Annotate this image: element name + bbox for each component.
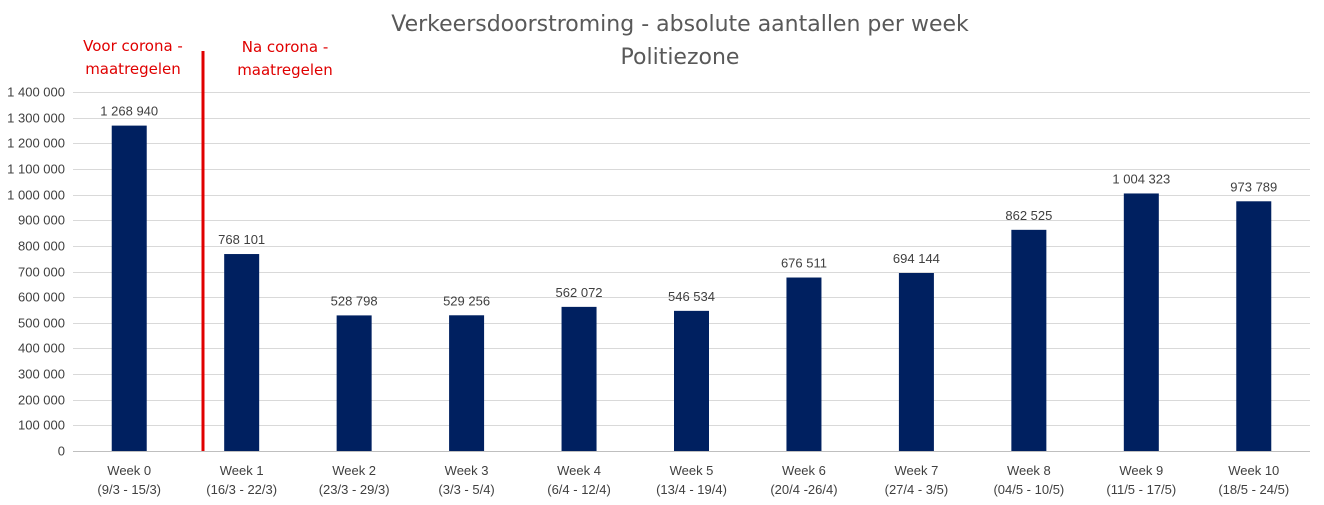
x-tick-label: Week 8: [1007, 463, 1051, 478]
y-tick-label: 0: [58, 444, 65, 459]
data-label: 528 798: [331, 293, 378, 308]
x-tick-label: Week 7: [894, 463, 938, 478]
chart-subtitle: Politiezone: [621, 45, 740, 70]
x-tick-date-label: (18/5 - 24/5): [1218, 482, 1289, 497]
y-tick-label: 800 000: [18, 239, 65, 254]
y-tick-label: 300 000: [18, 367, 65, 382]
bar: [111, 125, 147, 451]
bar: [224, 254, 260, 451]
y-tick-label: 1 400 000: [7, 85, 65, 100]
bar: [561, 306, 597, 451]
x-tick-label: Week 9: [1119, 463, 1163, 478]
bar: [786, 277, 822, 451]
y-tick-label: 600 000: [18, 290, 65, 305]
y-tick-label: 100 000: [18, 418, 65, 433]
x-tick-date-label: (27/4 - 3/5): [885, 482, 949, 497]
data-label: 1 268 940: [100, 104, 158, 119]
bar: [898, 273, 934, 451]
y-tick-label: 1 300 000: [7, 111, 65, 126]
y-tick-label: 500 000: [18, 316, 65, 331]
data-label: 694 144: [893, 251, 940, 266]
bar: [674, 310, 709, 451]
data-label: 529 256: [443, 293, 490, 308]
annotation-before-line2: maatregelen: [85, 60, 181, 78]
bar: [336, 315, 372, 451]
x-tick-label: Week 3: [445, 463, 489, 478]
bar: [1123, 193, 1159, 451]
y-tick-label: 400 000: [18, 341, 65, 356]
annotation-after-line2: maatregelen: [237, 61, 333, 79]
x-tick-label: Week 0: [107, 463, 151, 478]
x-tick-date-label: (23/3 - 29/3): [319, 482, 390, 497]
y-tick-label: 200 000: [18, 393, 65, 408]
data-label: 862 525: [1005, 208, 1052, 223]
data-label: 676 511: [781, 256, 827, 271]
x-tick-date-label: (11/5 - 17/5): [1106, 482, 1176, 497]
data-label: 1 004 323: [1112, 171, 1170, 186]
y-tick-label: 1 100 000: [7, 162, 65, 177]
annotation-before-line1: Voor corona -: [83, 37, 183, 55]
annotation-after-line1: Na corona -: [242, 38, 329, 56]
y-axis: 0 100 000 200 000 300 000 400 000 500 000 600 …: [7, 85, 65, 459]
x-tick-label: Week 5: [670, 463, 714, 478]
y-tick-label: 1 000 000: [7, 188, 65, 203]
data-label: 768 101: [218, 232, 265, 247]
x-tick-date-label: (20/4 -26/4): [770, 482, 837, 497]
x-tick-label: Week 2: [332, 463, 376, 478]
x-tick-date-label: (13/4 - 19/4): [656, 482, 727, 497]
data-label: 562 072: [556, 285, 603, 300]
y-tick-label: 700 000: [18, 265, 65, 280]
data-label: 546 534: [668, 289, 715, 304]
x-tick-date-label: (3/3 - 5/4): [438, 482, 494, 497]
y-tick-label: 900 000: [18, 213, 65, 228]
bar: [1236, 201, 1272, 451]
bar: [1011, 229, 1047, 451]
x-tick-label: Week 4: [557, 463, 601, 478]
x-tick-date-label: (9/3 - 15/3): [97, 482, 161, 497]
chart-title: Verkeersdoorstroming - absolute aantalle…: [391, 12, 969, 37]
x-tick-date-label: (04/5 - 10/5): [993, 482, 1064, 497]
x-tick-date-label: (6/4 - 12/4): [547, 482, 611, 497]
bars: [111, 125, 1272, 451]
x-axis: Week 0 (9/3 - 15/3) Week 1 (16/3 - 22/3) Wee…: [97, 463, 1289, 497]
data-labels: 1 268 940 768 101 528 798 529 256 562 072 546…: [100, 104, 1277, 309]
x-tick-label: Week 10: [1228, 463, 1279, 478]
x-tick-date-label: (16/3 - 22/3): [206, 482, 277, 497]
x-tick-label: Week 6: [782, 463, 826, 478]
data-label: 973 789: [1230, 179, 1277, 194]
bar: [449, 315, 485, 451]
y-tick-label: 1 200 000: [7, 136, 65, 151]
x-tick-label: Week 1: [220, 463, 264, 478]
